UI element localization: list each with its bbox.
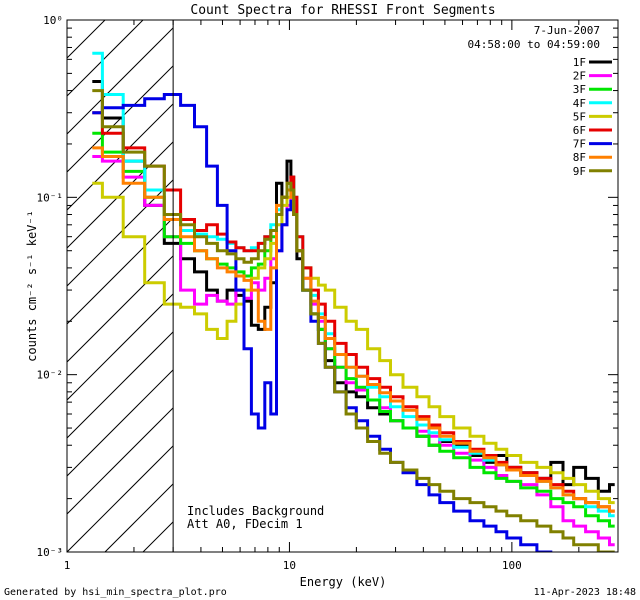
legend-label-2F: 2F xyxy=(573,70,586,83)
y-axis: 10⁻³ 10⁻² 10⁻¹ 10⁰ xyxy=(37,14,618,559)
series-line-8F xyxy=(92,146,615,513)
hatch-line xyxy=(67,255,174,363)
legend-label-1F: 1F xyxy=(573,56,586,69)
hatch-line xyxy=(67,20,106,59)
series-lines xyxy=(92,51,615,552)
hatch-line xyxy=(67,293,174,401)
x-tick-label: 1 xyxy=(64,559,71,572)
series-line-9F xyxy=(92,89,615,552)
legend-label-8F: 8F xyxy=(573,151,586,164)
legend-label-9F: 9F xyxy=(573,165,586,178)
x-axis: 1 10 100 xyxy=(64,20,619,572)
y-tick-label: 10⁻¹ xyxy=(37,191,64,204)
annotation-attenuator: Att A0, FDecim 1 xyxy=(187,517,303,531)
header-date: 7-Jun-2007 xyxy=(534,24,600,37)
x-tick-label: 10 xyxy=(283,559,296,572)
hatch-line xyxy=(67,20,144,97)
series-line-3F xyxy=(92,131,615,528)
hatch-line xyxy=(67,407,174,515)
hatch-line xyxy=(67,141,174,249)
x-axis-label: Energy (keV) xyxy=(300,575,387,589)
legend-label-5F: 5F xyxy=(573,110,586,123)
hatched-region xyxy=(67,20,174,552)
footer-timestamp: 11-Apr-2023 18:48 xyxy=(534,587,636,598)
hatch-line xyxy=(67,27,174,135)
plot-frame xyxy=(66,19,619,553)
series-line-6F xyxy=(92,111,615,513)
hatch-line xyxy=(67,331,174,439)
annotation-background: Includes Background xyxy=(187,504,324,518)
y-axis-label: counts cm⁻² s⁻¹ keV⁻¹ xyxy=(25,210,39,362)
hatch-line xyxy=(142,521,174,552)
y-tick-label: 10⁻² xyxy=(37,369,64,382)
hatch-line xyxy=(67,445,174,552)
legend-label-4F: 4F xyxy=(573,97,586,110)
legend-label-7F: 7F xyxy=(573,138,586,151)
x-tick-label: 100 xyxy=(502,559,522,572)
hatch-line xyxy=(104,483,174,552)
header-time-range: 04:58:00 to 04:59:00 xyxy=(468,38,600,51)
y-tick-label: 10⁻³ xyxy=(37,546,64,559)
hatch-line xyxy=(67,217,174,325)
footer-generator: Generated by hsi_min_spectra_plot.pro xyxy=(4,587,227,598)
series-line-5F xyxy=(92,181,615,505)
chart-title: Count Spectra for RHESSI Front Segments xyxy=(190,3,495,18)
legend-label-3F: 3F xyxy=(573,83,586,96)
legend-label-6F: 6F xyxy=(573,124,586,137)
hatch-line xyxy=(67,369,174,477)
y-tick-label: 10⁰ xyxy=(43,14,63,27)
